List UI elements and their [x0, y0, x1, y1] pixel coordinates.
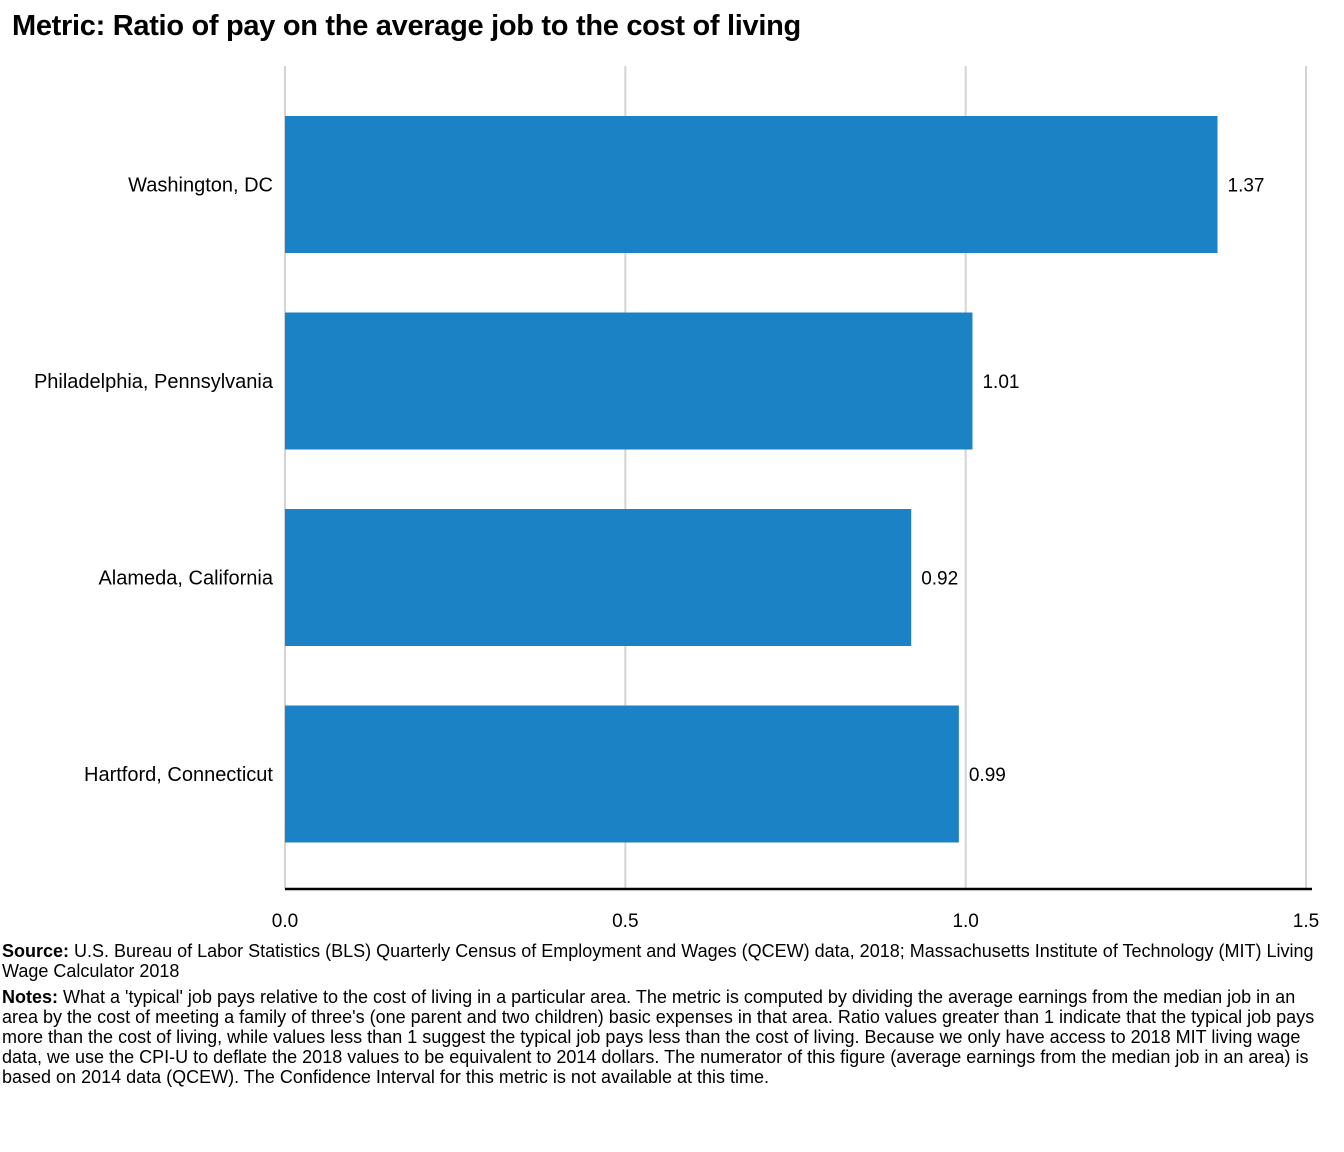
- x-tick-label-1: 0.5: [612, 911, 638, 930]
- bar-1: [285, 312, 973, 450]
- x-axis: 0.0 0.5 1.0 1.5: [272, 887, 1319, 930]
- category-label-0: Washington, DC: [128, 175, 273, 197]
- bars: [285, 116, 1218, 843]
- x-tick-label-0: 0.0: [272, 911, 298, 930]
- bar-0: [285, 116, 1218, 253]
- x-tick-label-2: 1.0: [952, 911, 978, 930]
- category-label-3: Hartford, Connecticut: [84, 764, 273, 786]
- labels: Washington, DC 1.37 Philadelphia, Pennsylv…: [34, 175, 1265, 787]
- notes-note: Notes: What a 'typical' job pays relativ…: [2, 987, 1322, 1087]
- category-label-1: Philadelphia, Pennsylvania: [34, 371, 274, 393]
- notes-label: Notes:: [2, 987, 59, 1007]
- bar-chart: Washington, DC 1.37 Philadelphia, Pennsylv…: [34, 66, 1319, 930]
- x-tick-label-3: 1.5: [1293, 911, 1319, 930]
- value-label-0: 1.37: [1228, 176, 1265, 197]
- bar-3: [285, 705, 959, 843]
- source-note: Source: U.S. Bureau of Labor Statistics …: [2, 941, 1322, 981]
- bar-2: [285, 509, 912, 646]
- value-label-2: 0.92: [921, 569, 958, 590]
- chart-title: Metric: Ratio of pay on the average job …: [12, 10, 801, 42]
- source-text: U.S. Bureau of Labor Statistics (BLS) Qu…: [2, 941, 1314, 981]
- source-label: Source:: [2, 941, 70, 961]
- value-label-3: 0.99: [969, 765, 1006, 786]
- value-label-1: 1.01: [982, 372, 1019, 393]
- category-label-2: Alameda, California: [98, 568, 273, 590]
- footnotes: Source: U.S. Bureau of Labor Statistics …: [2, 941, 1322, 1093]
- notes-text: What a 'typical' job pays relative to th…: [2, 987, 1315, 1087]
